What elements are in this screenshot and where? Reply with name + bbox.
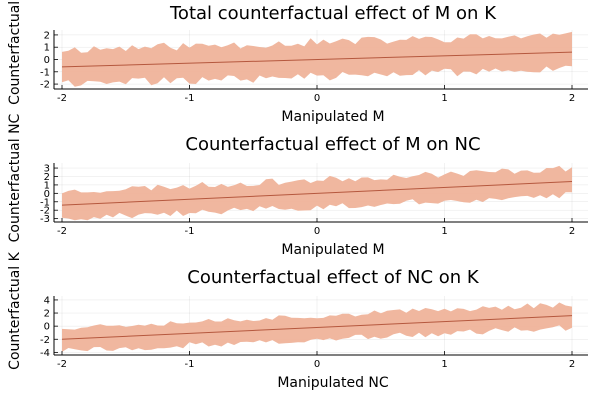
y-tick-label: -2 — [40, 80, 50, 91]
x-tick-label: -2 — [57, 93, 67, 104]
x-tick-label: 0 — [314, 93, 320, 104]
x-axis-label: Manipulated NC — [277, 375, 389, 391]
y-tick-label: -1 — [40, 67, 50, 78]
y-axis-label: Counterfactual K — [7, 251, 23, 369]
mean-line — [61, 181, 573, 206]
mean-line — [61, 315, 573, 340]
y-tick-label: 1 — [44, 43, 50, 54]
y-tick-label: -2 — [40, 335, 50, 346]
x-tick-label: 2 — [569, 226, 575, 237]
y-tick-label: 0 — [44, 322, 50, 333]
x-tick-label: -1 — [185, 359, 195, 370]
chart-title: Counterfactual effect of NC on K — [187, 267, 480, 288]
x-tick-label: -1 — [185, 226, 195, 237]
x-tick-label: -2 — [57, 359, 67, 370]
x-tick-label: 0 — [314, 226, 320, 237]
mean-line — [61, 51, 573, 68]
y-tick-label: 0 — [44, 189, 50, 200]
y-tick-label: 3 — [44, 164, 50, 175]
x-axis-label: Manipulated M — [281, 242, 384, 258]
y-tick-label: 1 — [44, 180, 50, 191]
y-axis-label: Counterfactual K — [7, 0, 23, 105]
y-tick-label: 0 — [44, 55, 50, 66]
x-tick-label: 0 — [314, 359, 320, 370]
x-tick-label: 1 — [441, 93, 447, 104]
x-tick-label: -2 — [57, 226, 67, 237]
x-tick-label: 1 — [441, 226, 447, 237]
y-tick-label: 2 — [44, 172, 50, 183]
y-axis-label: Counterfactual NC — [7, 113, 23, 242]
y-tick-label: -3 — [40, 214, 50, 225]
y-tick-label: 2 — [44, 30, 50, 41]
x-tick-label: 2 — [569, 93, 575, 104]
x-tick-label: -1 — [185, 93, 195, 104]
x-tick-label: 2 — [569, 359, 575, 370]
y-tick-label: -4 — [40, 348, 50, 359]
y-tick-label: 2 — [44, 309, 50, 320]
x-tick-label: 1 — [441, 359, 447, 370]
chart-title: Total counterfactual effect of M on K — [169, 3, 497, 24]
subplot-3: -2 -1 0 1 2 -4 -2 0 2 4 Counterfactual effect of N… — [7, 251, 588, 391]
y-tick-label: -2 — [40, 206, 50, 217]
y-tick-label: -1 — [40, 197, 50, 208]
y-tick-label: 4 — [44, 295, 50, 306]
chart-title: Counterfactual effect of M on NC — [185, 134, 480, 155]
x-axis-label: Manipulated M — [281, 109, 384, 125]
